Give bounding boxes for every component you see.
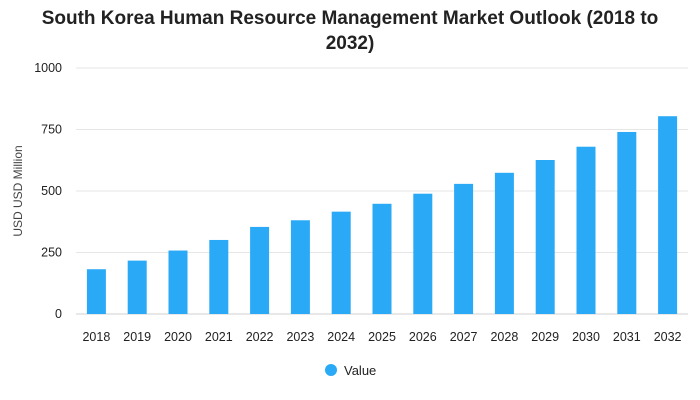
bar	[535, 160, 555, 314]
bar	[209, 239, 229, 314]
bar	[86, 269, 106, 314]
x-tick-label: 2018	[82, 330, 110, 344]
y-axis-label: USD USD Million	[11, 145, 25, 236]
x-tick-label: 2028	[490, 330, 518, 344]
x-tick-label: 2024	[327, 330, 355, 344]
bar	[127, 260, 147, 314]
x-tick-label: 2019	[123, 330, 151, 344]
bar	[331, 211, 351, 314]
bar	[494, 172, 514, 314]
x-tick-label: 2027	[450, 330, 478, 344]
x-tick-label: 2022	[246, 330, 274, 344]
x-tick-label: 2031	[613, 330, 641, 344]
chart-title: South Korea Human Resource Management Ma…	[41, 8, 659, 54]
x-tick-label: 2023	[286, 330, 314, 344]
bar	[372, 203, 392, 314]
bar	[658, 116, 678, 314]
y-tick-label: 0	[55, 307, 62, 321]
x-tick-label: 2025	[368, 330, 396, 344]
y-tick-label: 750	[41, 123, 62, 137]
bar	[454, 183, 474, 314]
bar	[413, 193, 433, 314]
bar	[617, 131, 637, 314]
x-tick-label: 2029	[531, 330, 559, 344]
x-tick-label: 2030	[572, 330, 600, 344]
y-tick-label: 250	[41, 246, 62, 260]
legend-label: Value	[344, 363, 376, 378]
x-tick-label: 2032	[654, 330, 682, 344]
bar	[290, 220, 310, 314]
bar	[250, 226, 270, 314]
x-tick-label: 2021	[205, 330, 233, 344]
x-tick-label: 2026	[409, 330, 437, 344]
y-tick-label: 500	[41, 184, 62, 198]
y-tick-label: 1000	[34, 61, 62, 75]
legend-marker	[325, 364, 337, 376]
x-tick-label: 2020	[164, 330, 192, 344]
bar	[576, 146, 596, 314]
bar	[168, 250, 188, 314]
